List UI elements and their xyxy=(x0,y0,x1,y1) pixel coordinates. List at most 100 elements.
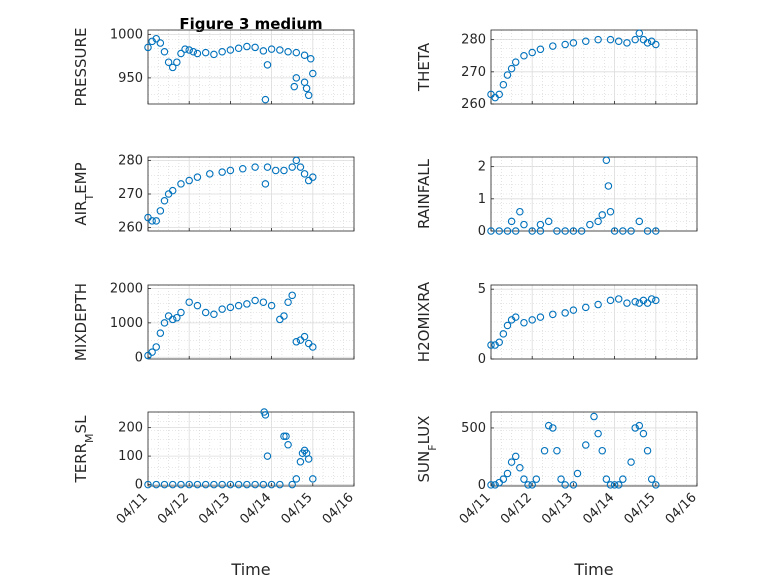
data-point xyxy=(594,35,602,44)
data-point xyxy=(553,227,561,235)
x-tick-label: 04/16 xyxy=(663,490,700,527)
y-tick-label: 2 xyxy=(478,160,486,175)
data-point xyxy=(569,39,578,47)
data-point xyxy=(511,58,520,66)
data-point xyxy=(152,343,160,351)
data-point xyxy=(234,480,243,489)
y-tick-label: 5 xyxy=(478,282,486,297)
y-axis-label: MIXDEPTH xyxy=(72,283,90,361)
y-tick-label: 280 xyxy=(461,33,486,48)
data-point xyxy=(152,217,160,225)
data-point xyxy=(304,455,313,463)
data-point xyxy=(309,475,317,483)
data-point xyxy=(503,469,512,478)
x-axis-label-right: Time xyxy=(573,560,613,579)
y-tick-label: 0 xyxy=(478,478,486,493)
data-point xyxy=(540,446,549,455)
data-point xyxy=(524,481,532,489)
data-point xyxy=(635,421,644,430)
data-point xyxy=(251,43,259,52)
data-point xyxy=(267,480,276,489)
data-point xyxy=(148,348,156,356)
data-point xyxy=(511,313,520,321)
y-axis-label: AIRTEMP xyxy=(72,162,96,225)
data-point xyxy=(528,227,536,235)
y-axis-label: THETA xyxy=(415,42,433,92)
data-point xyxy=(594,300,602,309)
data-point xyxy=(276,46,284,54)
data-point xyxy=(168,186,177,195)
axes-box xyxy=(490,29,698,105)
data-point xyxy=(234,301,243,310)
y-axis-label: SUNFLUX xyxy=(415,416,439,483)
data-point xyxy=(218,48,226,56)
data-point xyxy=(164,58,173,66)
data-point xyxy=(243,300,251,308)
y-tick-label: 500 xyxy=(461,421,486,436)
data-point xyxy=(606,481,615,489)
x-tick-label: 04/13 xyxy=(196,490,233,527)
data-point xyxy=(635,217,644,226)
data-point xyxy=(226,46,235,54)
data-point xyxy=(206,170,214,178)
y-axis-label-suffix: SL xyxy=(72,415,90,434)
data-point xyxy=(528,48,536,57)
data-point xyxy=(652,296,660,305)
data-point xyxy=(261,95,270,104)
data-point xyxy=(173,58,181,66)
data-point xyxy=(226,480,235,489)
data-point xyxy=(561,227,569,235)
data-point xyxy=(549,310,557,319)
y-tick-label: 0 xyxy=(478,352,486,367)
y-axis-label-suffix: EMP xyxy=(72,162,90,193)
data-point xyxy=(259,298,268,306)
data-point xyxy=(296,163,305,171)
subplot-5: 0 1000 2000 MIXDEPTH xyxy=(72,281,355,365)
x-tick-label: 04/12 xyxy=(498,490,535,527)
axes-box xyxy=(147,29,355,105)
data-point xyxy=(276,480,284,489)
data-point xyxy=(201,480,210,489)
data-point xyxy=(226,166,235,175)
data-point xyxy=(495,338,503,346)
data-point xyxy=(528,481,536,489)
data-point xyxy=(623,299,631,307)
data-point xyxy=(193,173,202,181)
data-point xyxy=(602,156,611,164)
data-point xyxy=(271,166,280,175)
x-tick-label: 04/12 xyxy=(155,490,192,527)
data-point xyxy=(251,480,259,489)
data-point xyxy=(619,475,627,483)
data-point xyxy=(193,49,202,58)
y-tick-label: 1 xyxy=(478,192,486,207)
data-point xyxy=(239,165,247,173)
data-point xyxy=(569,306,578,314)
x-tick-label: 04/16 xyxy=(320,490,357,527)
data-point xyxy=(280,432,288,440)
y-axis-label-suffix: LUX xyxy=(415,416,433,445)
data-point xyxy=(251,163,259,171)
data-point xyxy=(288,291,296,300)
data-point xyxy=(557,475,565,483)
data-point xyxy=(267,301,276,310)
x-tick-label: 04/11 xyxy=(457,490,494,527)
data-point xyxy=(495,227,503,235)
data-point xyxy=(210,310,218,319)
data-point xyxy=(148,217,156,225)
data-point xyxy=(536,45,545,54)
data-point xyxy=(516,464,524,472)
subplot-2: 260 270 280 THETA xyxy=(415,29,698,112)
axes-box xyxy=(147,411,355,487)
y-axis-label: H2OMIXRA xyxy=(415,281,433,362)
data-point xyxy=(643,299,652,307)
data-point xyxy=(582,441,590,449)
y-tick-label: 950 xyxy=(118,71,143,86)
data-point xyxy=(156,39,165,47)
data-point xyxy=(300,51,309,59)
y-tick-label: 0 xyxy=(478,224,486,239)
y-tick-label: 260 xyxy=(118,221,143,236)
subplot-7: 0 100 200 TERRMSL 04/11 04/12 04/13 04/14 04/15 0… xyxy=(72,408,357,527)
axes-box xyxy=(147,284,355,360)
chart-title: Figure 3 medium xyxy=(179,15,322,33)
